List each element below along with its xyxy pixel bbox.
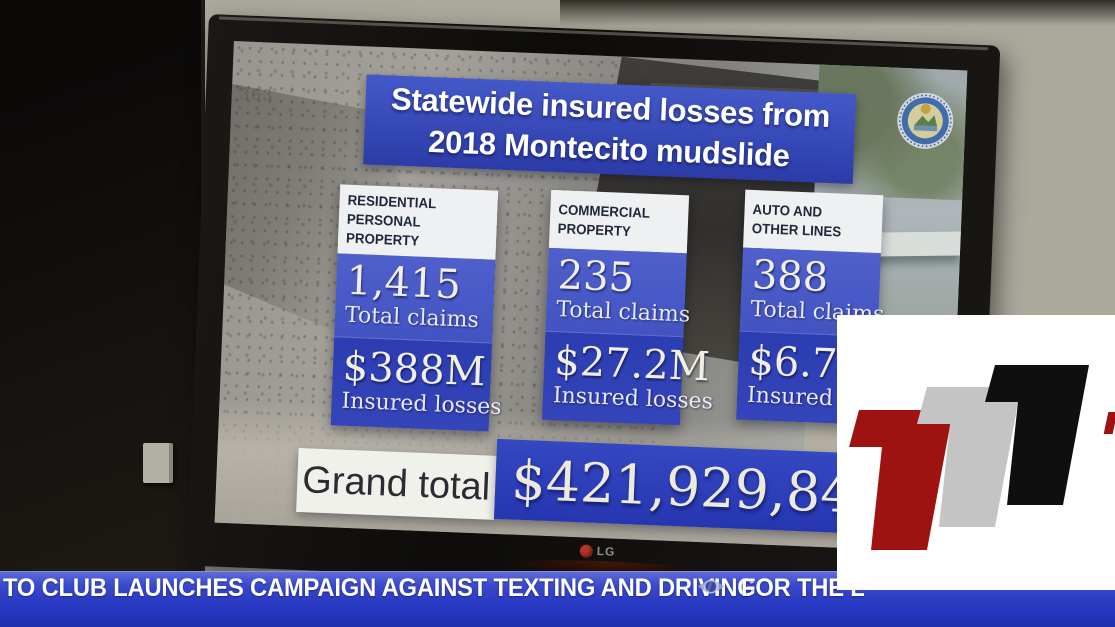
losses-section: $388M Insured losses (330, 335, 503, 432)
dark-wall (0, 0, 215, 627)
ticker-headline: TO CLUB LAUNCHES CAMPAIGN AGAINST TEXTIN… (3, 574, 756, 602)
claims-label: Total claims (555, 297, 691, 328)
column-header-label: COMMERCIAL PROPERTY (557, 201, 651, 240)
column-header: COMMERCIAL PROPERTY (548, 189, 690, 254)
losses-value: $27.2M (553, 338, 711, 391)
stat-column-residential: RESIDENTIAL PERSONAL PROPERTY 1,415 Tota… (330, 184, 503, 432)
column-header: AUTO AND OTHER LINES (743, 189, 884, 254)
department-of-insurance-seal-icon (897, 92, 954, 149)
lg-logo: LG (579, 543, 616, 559)
losses-label: Insured losses (341, 388, 503, 420)
cbs-eye-icon (698, 579, 724, 594)
grand-total-label: Grand total (296, 447, 497, 520)
news-ticker: TO CLUB LAUNCHES CAMPAIGN AGAINST TEXTIN… (0, 571, 1115, 627)
light-switch (143, 443, 173, 483)
ticker-headline-band: TO CLUB LAUNCHES CAMPAIGN AGAINST TEXTIN… (0, 571, 1115, 602)
losses-value: $388M (342, 343, 487, 396)
tv-screen: 363 Statewide insured losses from 2018 M… (214, 41, 968, 553)
lg-circle-icon (579, 543, 594, 558)
losses-section: $27.2M Insured losses (541, 330, 714, 426)
claims-section: 235 Total claims (545, 247, 691, 337)
column-header-label: AUTO AND OTHER LINES (751, 201, 842, 240)
claims-section: 1,415 Total claims (334, 253, 496, 343)
lg-brand-label: LG (596, 543, 616, 559)
losses-label: Insured losses (552, 383, 714, 415)
stat-column-commercial: COMMERCIAL PROPERTY 235 Total claims $27… (541, 189, 714, 426)
column-header: RESIDENTIAL PERSONAL PROPERTY (337, 184, 499, 260)
address-number: 363 (239, 85, 275, 105)
claims-value: 388 (751, 252, 830, 302)
triple-t-logo-icon (849, 365, 1089, 550)
claims-value: 1,415 (345, 257, 462, 308)
ticker-lower-band (0, 601, 1115, 627)
claims-label: Total claims (344, 302, 480, 333)
grand-total-value: $421,929,84 (493, 438, 859, 534)
station-logo-box (837, 315, 1115, 590)
ceiling-shadow (560, 0, 1115, 26)
column-header-label: RESIDENTIAL PERSONAL PROPERTY (345, 191, 437, 249)
tv-monitor: 363 Statewide insured losses from 2018 M… (186, 14, 1001, 598)
claims-value: 235 (556, 252, 636, 302)
